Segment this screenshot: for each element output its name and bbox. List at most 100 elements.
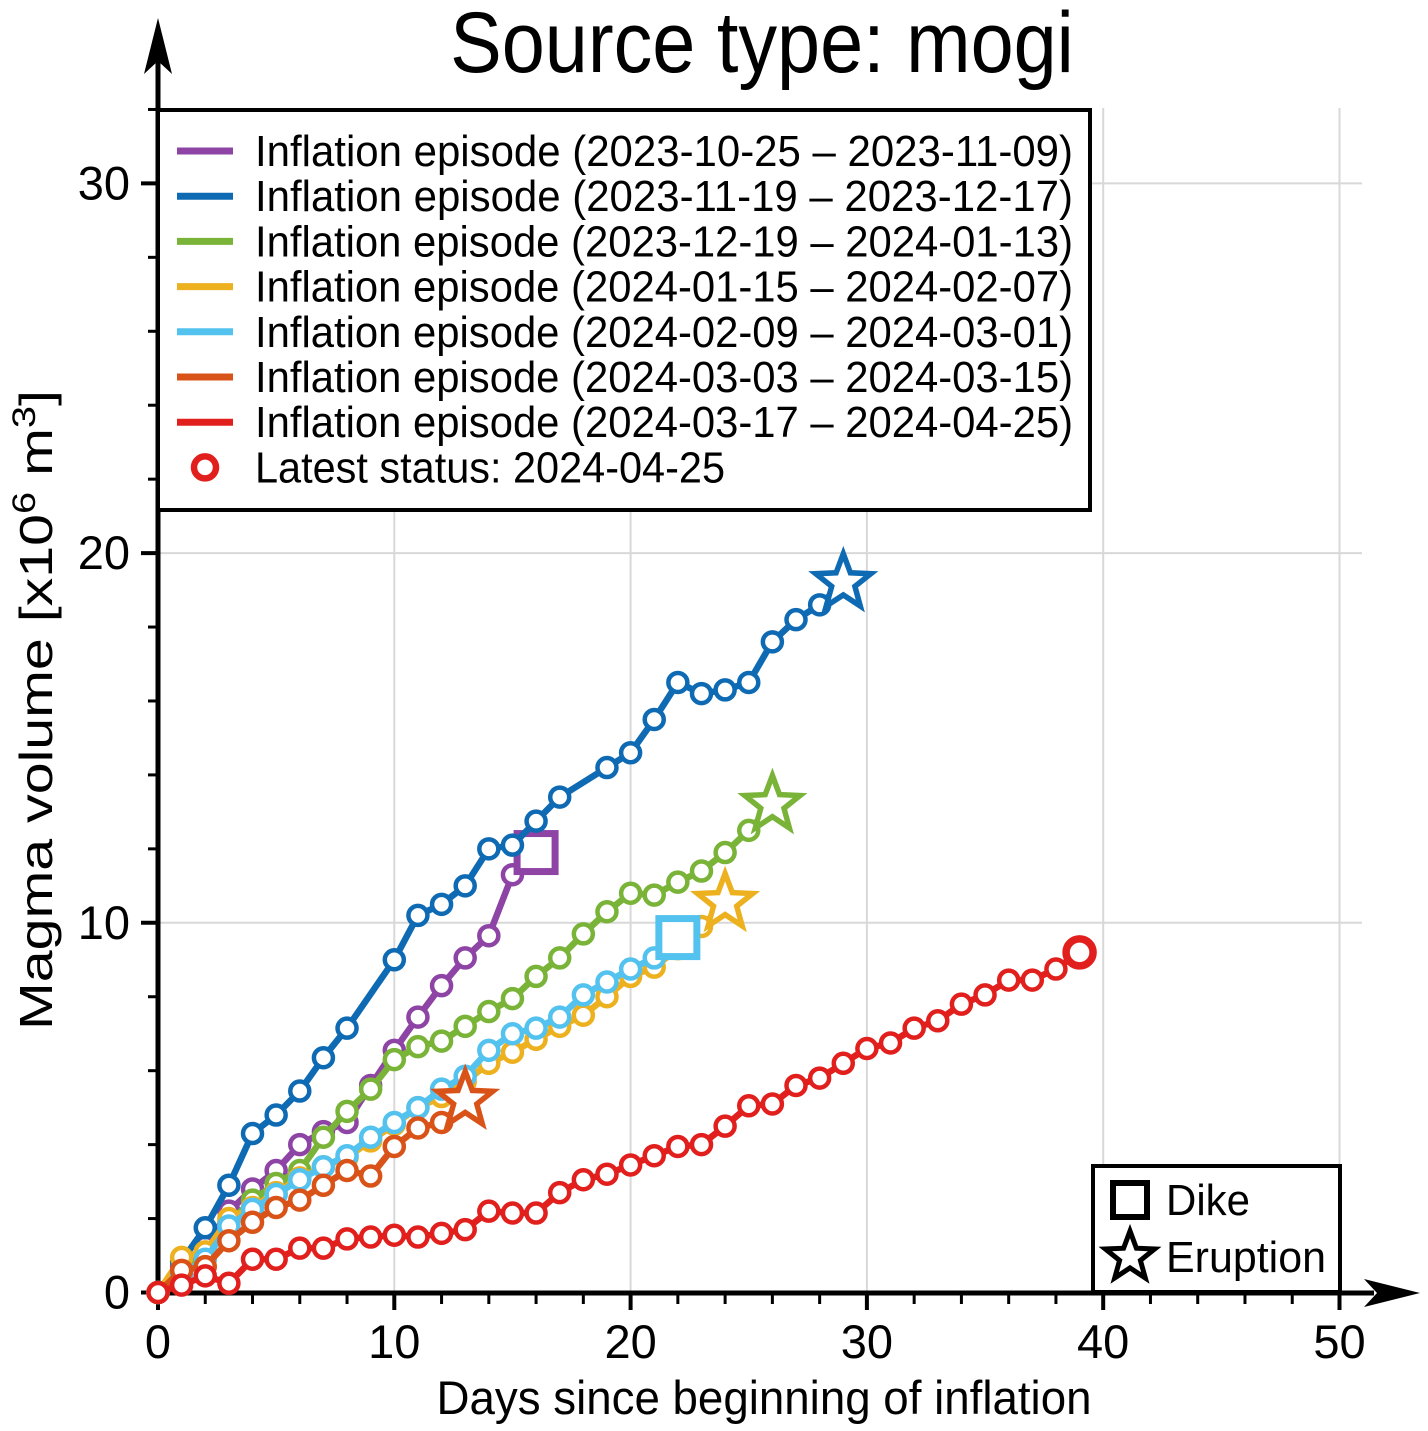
series-1-point bbox=[429, 892, 454, 917]
series-1-point bbox=[642, 707, 666, 732]
legend-entry-label: Inflation episode (2024-01-15 – 2024-02-… bbox=[255, 263, 1073, 312]
dike-legend-icon bbox=[1110, 1180, 1150, 1220]
series-1-point bbox=[595, 755, 619, 780]
series-6-point bbox=[169, 1273, 194, 1297]
series-2-point bbox=[429, 1029, 454, 1053]
series-6-point bbox=[973, 983, 997, 1007]
series-5-point bbox=[335, 1158, 359, 1183]
series-6-point bbox=[453, 1217, 477, 1242]
chart-title: Source type: mogi bbox=[450, 0, 1074, 91]
series-1-point bbox=[689, 681, 714, 706]
series-6-point bbox=[571, 1167, 596, 1192]
series-6-point bbox=[855, 1036, 879, 1061]
series-4-point bbox=[524, 1016, 548, 1040]
series-6-point bbox=[193, 1264, 218, 1288]
series-2-point bbox=[453, 1014, 477, 1039]
series-6-point bbox=[500, 1201, 525, 1225]
x-tick-label: 0 bbox=[145, 1315, 171, 1368]
series-6-point bbox=[429, 1221, 454, 1246]
series-6-point bbox=[737, 1094, 761, 1118]
eruption-marker-1 bbox=[808, 545, 879, 613]
series-6-point bbox=[406, 1225, 430, 1249]
series-5-point bbox=[240, 1210, 265, 1235]
series-6-point bbox=[240, 1247, 265, 1271]
series-layer bbox=[146, 545, 1097, 1305]
series-2-point bbox=[571, 922, 596, 946]
legend-episodes-box bbox=[156, 108, 1092, 512]
series-1-point bbox=[547, 785, 572, 809]
series-6-point bbox=[784, 1073, 808, 1098]
series-1-point bbox=[713, 678, 737, 702]
series-5-point bbox=[217, 1228, 241, 1253]
series-1-point bbox=[382, 948, 407, 972]
y-tick-label: 10 bbox=[78, 896, 130, 949]
series-5-point bbox=[311, 1173, 336, 1198]
legend-latest-label: Latest status: 2024-04-25 bbox=[255, 443, 725, 492]
series-1-point bbox=[666, 670, 690, 695]
series-6-point bbox=[642, 1143, 666, 1168]
series-6-point bbox=[524, 1201, 548, 1225]
series-6-point bbox=[358, 1225, 383, 1249]
series-4-point bbox=[311, 1155, 336, 1179]
series-6-point bbox=[949, 992, 974, 1016]
series-6-point bbox=[996, 968, 1021, 992]
series-6-point bbox=[831, 1051, 856, 1076]
series-1-point bbox=[500, 833, 525, 857]
series-1-point bbox=[477, 837, 501, 861]
eruption-marker-3 bbox=[690, 865, 761, 933]
series-1-point bbox=[453, 874, 477, 898]
series-6-point bbox=[807, 1066, 832, 1090]
series-4-point bbox=[618, 957, 643, 981]
series-4-point bbox=[477, 1038, 501, 1063]
series-6-point bbox=[926, 1009, 950, 1033]
series-0-point bbox=[429, 973, 454, 998]
y-tick-label: 20 bbox=[78, 526, 130, 579]
series-4-point bbox=[288, 1167, 312, 1192]
series-2-point bbox=[382, 1047, 407, 1072]
series-6-point bbox=[689, 1132, 714, 1157]
series-1-point bbox=[760, 630, 785, 654]
y-tick-label: 30 bbox=[78, 156, 130, 209]
dike-marker-4 bbox=[655, 915, 701, 961]
series-4-point bbox=[547, 1005, 572, 1029]
x-axis-arrow-icon bbox=[1364, 1279, 1420, 1307]
legend-event-markers: Dike Eruption bbox=[1091, 1164, 1342, 1294]
series-4-point bbox=[595, 970, 619, 994]
series-6-point bbox=[335, 1227, 359, 1251]
series-6-point bbox=[666, 1134, 690, 1159]
dike-marker-0 bbox=[513, 830, 559, 876]
legend-entry-label: Inflation episode (2024-03-17 – 2024-04-… bbox=[255, 398, 1073, 447]
series-line-1 bbox=[154, 579, 847, 1296]
series-4-point bbox=[406, 1095, 430, 1120]
series-6-point bbox=[382, 1223, 407, 1247]
series-6-point bbox=[1020, 968, 1045, 992]
series-1-point bbox=[524, 809, 548, 833]
legend-entry-label: Inflation episode (2023-12-19 – 2024-01-… bbox=[255, 217, 1073, 266]
eruption-legend-icon bbox=[1098, 1223, 1162, 1284]
series-2-point bbox=[524, 964, 548, 989]
series-6-point bbox=[902, 1016, 926, 1040]
eruption-marker-5 bbox=[430, 1063, 501, 1131]
series-line-6 bbox=[154, 949, 1083, 1296]
series-1-point bbox=[217, 1173, 241, 1198]
series-6-point bbox=[547, 1180, 572, 1205]
eruption-marker-2 bbox=[737, 767, 808, 835]
series-6-point bbox=[713, 1114, 737, 1138]
series-5-point bbox=[288, 1188, 312, 1212]
latest-status-legend-icon bbox=[190, 453, 220, 482]
series-0-point bbox=[288, 1132, 312, 1157]
series-5-point bbox=[264, 1195, 288, 1220]
series-0-point bbox=[477, 923, 501, 948]
series-3-point bbox=[571, 1003, 596, 1027]
x-tick-label: 50 bbox=[1313, 1315, 1365, 1368]
series-6-point bbox=[146, 1280, 170, 1305]
series-2-point bbox=[547, 946, 572, 970]
series-1-point bbox=[240, 1121, 265, 1146]
series-1-point bbox=[311, 1045, 336, 1070]
series-2-point bbox=[713, 840, 737, 865]
series-1-point bbox=[618, 740, 643, 765]
y-tick-label: 0 bbox=[104, 1266, 130, 1319]
series-4-point bbox=[358, 1125, 383, 1149]
series-5-point bbox=[406, 1116, 430, 1140]
series-0-point bbox=[406, 1005, 430, 1029]
